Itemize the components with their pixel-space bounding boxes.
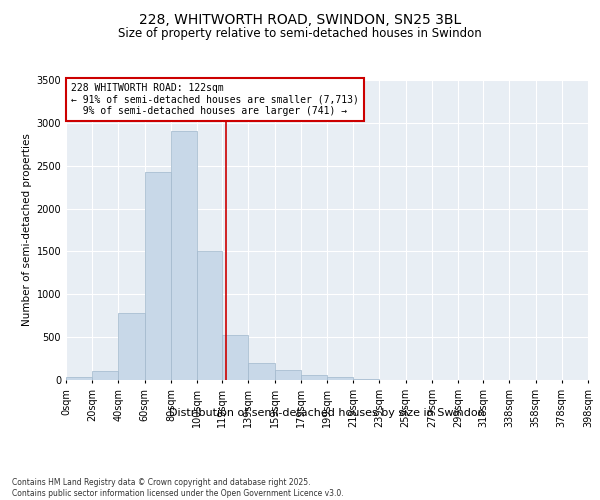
Bar — [222, 336, 248, 380]
Bar — [275, 370, 301, 380]
Bar — [92, 372, 118, 380]
Bar — [145, 172, 171, 380]
Text: 228, WHITWORTH ROAD, SWINDON, SN25 3BL: 228, WHITWORTH ROAD, SWINDON, SN25 3BL — [139, 12, 461, 26]
Bar — [327, 378, 353, 380]
Bar — [171, 132, 197, 380]
Bar — [248, 364, 275, 380]
Text: 228 WHITWORTH ROAD: 122sqm
← 91% of semi-detached houses are smaller (7,713)
  9: 228 WHITWORTH ROAD: 122sqm ← 91% of semi… — [71, 83, 359, 116]
Bar — [301, 375, 327, 380]
Text: Distribution of semi-detached houses by size in Swindon: Distribution of semi-detached houses by … — [169, 408, 485, 418]
Y-axis label: Number of semi-detached properties: Number of semi-detached properties — [22, 134, 32, 326]
Bar — [118, 313, 145, 380]
Text: Contains HM Land Registry data © Crown copyright and database right 2025.
Contai: Contains HM Land Registry data © Crown c… — [12, 478, 344, 498]
Bar — [66, 378, 92, 380]
Bar — [353, 379, 379, 380]
Bar — [197, 252, 222, 380]
Text: Size of property relative to semi-detached houses in Swindon: Size of property relative to semi-detach… — [118, 28, 482, 40]
